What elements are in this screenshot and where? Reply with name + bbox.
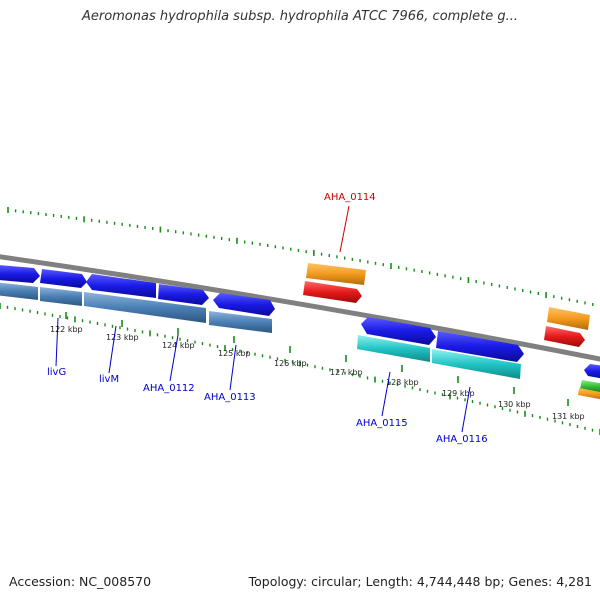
forward-cds-arrow[interactable] — [213, 293, 275, 316]
forward-cds-arrow[interactable] — [361, 317, 436, 345]
gene-label-aha_0114[interactable]: AHA_0114 — [324, 192, 376, 203]
gene-leader-line — [169, 334, 179, 382]
gene-label-aha_0116[interactable]: AHA_0116 — [436, 434, 488, 445]
kbp-label: 127 kbp — [330, 368, 363, 377]
kbp-label: 122 kbp — [50, 325, 83, 334]
accession-label: Accession: NC_008570 — [9, 574, 152, 589]
operon-block[interactable] — [432, 349, 521, 379]
topology-label: Topology: circular; Length: 4,744,448 bp… — [248, 574, 592, 589]
upper-tick-ring — [7, 207, 594, 307]
forward-cds-arrow[interactable] — [86, 274, 156, 298]
gene-label-aha_0112[interactable]: AHA_0112 — [143, 383, 195, 394]
orange-feature[interactable] — [578, 388, 600, 400]
gene-label-aha_0113[interactable]: AHA_0113 — [204, 392, 256, 403]
gene-leader-line — [55, 317, 59, 367]
forward-cds-track — [0, 265, 600, 379]
kbp-scale: 122 kbp 123 kbp 124 kbp 125 kbp 126 kbp 127 k… — [50, 312, 585, 421]
kbp-label: 130 kbp — [498, 400, 531, 409]
gene-leader-line — [339, 205, 350, 253]
gene-labels: livG livM AHA_0112 AHA_0113 AHA_0114 AHA_0115… — [47, 192, 488, 445]
gene-label-aha_0115[interactable]: AHA_0115 — [356, 418, 408, 429]
red-feature[interactable] — [303, 281, 362, 303]
forward-cds-arrow[interactable] — [158, 284, 209, 305]
kbp-label: 124 kbp — [162, 341, 195, 350]
gene-leader-line — [381, 371, 391, 417]
kbp-label: 125 kbp — [218, 349, 251, 358]
genome-backbone — [0, 254, 600, 362]
orange-feature[interactable] — [306, 263, 366, 285]
gene-label-livm[interactable]: livM — [99, 374, 119, 385]
kbp-label: 128 kbp — [386, 378, 419, 387]
forward-cds-arrow[interactable] — [436, 331, 524, 362]
kbp-label: 123 kbp — [106, 333, 139, 342]
operon-block[interactable] — [40, 287, 82, 306]
map-title: Aeromonas hydrophila subsp. hydrophila A… — [81, 9, 519, 24]
misc-feature-track — [303, 263, 600, 400]
forward-cds-arrow[interactable] — [584, 364, 600, 379]
reverse-operon-track — [0, 282, 521, 379]
forward-cds-arrow[interactable] — [0, 265, 40, 283]
orange-feature[interactable] — [547, 307, 590, 330]
operon-block[interactable] — [84, 292, 206, 323]
green-feature[interactable] — [580, 380, 600, 393]
gene-label-livg[interactable]: livG — [47, 367, 66, 378]
kbp-label: 126 kbp — [274, 359, 307, 368]
lower-tick-ring — [0, 303, 600, 435]
gene-leader-line — [461, 386, 471, 433]
operon-block[interactable] — [0, 282, 38, 300]
gene-leader-line — [229, 344, 237, 391]
forward-cds-arrow[interactable] — [40, 269, 87, 288]
operon-block[interactable] — [209, 311, 272, 333]
kbp-label: 131 kbp — [552, 412, 585, 421]
gene-leader-line — [108, 325, 117, 374]
operon-block[interactable] — [357, 335, 430, 362]
kbp-label: 129 kbp — [442, 389, 475, 398]
red-feature[interactable] — [544, 326, 585, 347]
